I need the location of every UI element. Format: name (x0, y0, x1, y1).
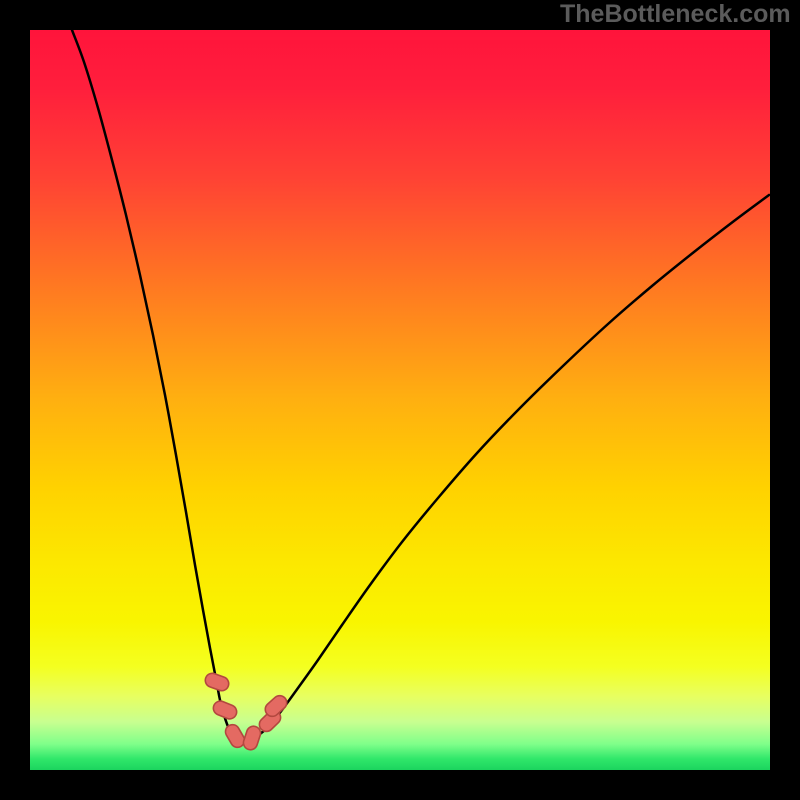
chart-frame (30, 30, 770, 770)
watermark-text: TheBottleneck.com (560, 0, 791, 29)
gradient-bg (30, 30, 770, 770)
chart-svg (30, 30, 770, 770)
